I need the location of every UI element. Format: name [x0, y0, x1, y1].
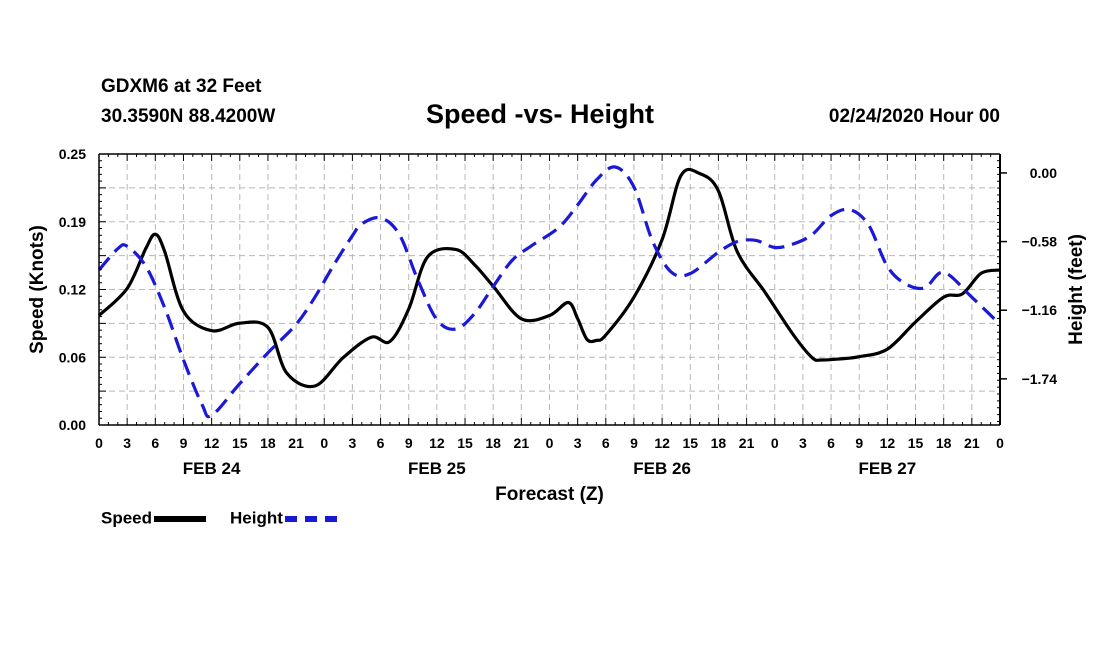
x-tick-label: 0	[320, 435, 328, 451]
x-tick-label: 6	[827, 435, 835, 451]
x-tick-label: 18	[936, 435, 952, 451]
chart-title: Speed -vs- Height	[426, 99, 655, 129]
y-tick-label-left: 0.25	[59, 146, 86, 162]
x-tick-label: 9	[855, 435, 863, 451]
x-tick-label: 9	[630, 435, 638, 451]
y-tick-label-left: 0.00	[59, 417, 86, 433]
y-tick-label-right: 0.00	[1030, 165, 1057, 181]
x-tick-label: 12	[880, 435, 896, 451]
x-tick-label: 9	[405, 435, 413, 451]
day-label: FEB 25	[408, 459, 466, 478]
x-tick-label: 15	[908, 435, 924, 451]
legend-speed: Speed	[101, 508, 207, 529]
station-title: GDXM6 at 32 Feet	[101, 76, 262, 97]
x-tick-label: 21	[964, 435, 980, 451]
x-tick-label: 12	[204, 435, 220, 451]
x-tick-label: 0	[996, 435, 1004, 451]
day-label: FEB 24	[183, 459, 241, 478]
legend-height-label: Height	[230, 508, 283, 528]
x-tick-label: 21	[739, 435, 755, 451]
x-tick-label: 18	[260, 435, 276, 451]
x-tick-label: 18	[485, 435, 501, 451]
x-tick-label: 0	[546, 435, 554, 451]
x-tick-label: 0	[771, 435, 779, 451]
legend-height-swatch	[284, 515, 337, 522]
x-tick-label: 21	[288, 435, 304, 451]
axis-labels: 0.00 0.06 0.12 0.19 0.25 0.00 −0.58 −1.16 −1.74 0…	[27, 146, 1087, 505]
x-tick-label: 3	[349, 435, 357, 451]
y-axis-title-right: Height (feet)	[1066, 234, 1087, 345]
y-tick-label-left: 0.06	[59, 349, 86, 365]
legend-speed-swatch	[154, 515, 207, 522]
x-tick-label: 15	[457, 435, 473, 451]
x-tick-label: 18	[711, 435, 727, 451]
x-tick-label: 9	[180, 435, 188, 451]
y-axis-title-left: Speed (Knots)	[27, 225, 48, 354]
y-tick-label-left: 0.12	[59, 282, 86, 298]
y-tick-label-right: −1.16	[1022, 302, 1058, 318]
x-tick-label: 12	[654, 435, 670, 451]
x-tick-label: 3	[574, 435, 582, 451]
series-line-speed	[97, 167, 1001, 389]
grid	[99, 154, 1000, 425]
legend-speed-label: Speed	[101, 508, 153, 528]
x-axis-title: Forecast (Z)	[495, 484, 604, 505]
forecast-datetime: 02/24/2020 Hour 00	[828, 106, 1000, 127]
y-tick-label-left: 0.19	[59, 214, 86, 230]
x-tick-label: 6	[151, 435, 159, 451]
x-tick-label: 3	[799, 435, 807, 451]
x-tick-label: 6	[377, 435, 385, 451]
day-label: FEB 26	[633, 459, 691, 478]
station-coordinates: 30.3590N 88.4200W	[101, 106, 276, 127]
axes	[98, 153, 1007, 426]
x-tick-label: 3	[123, 435, 131, 451]
series-layer	[97, 165, 1002, 419]
x-tick-label: 21	[514, 435, 530, 451]
day-label: FEB 27	[859, 459, 917, 478]
x-tick-label: 0	[95, 435, 103, 451]
x-tick-label: 15	[682, 435, 698, 451]
x-tick-label: 6	[602, 435, 610, 451]
x-tick-label: 15	[232, 435, 248, 451]
y-tick-label-right: −1.74	[1022, 371, 1058, 387]
legend-height: Height	[230, 508, 337, 529]
series-line-height	[97, 165, 1002, 419]
x-tick-label: 12	[429, 435, 445, 451]
y-tick-label-right: −0.58	[1022, 234, 1058, 250]
